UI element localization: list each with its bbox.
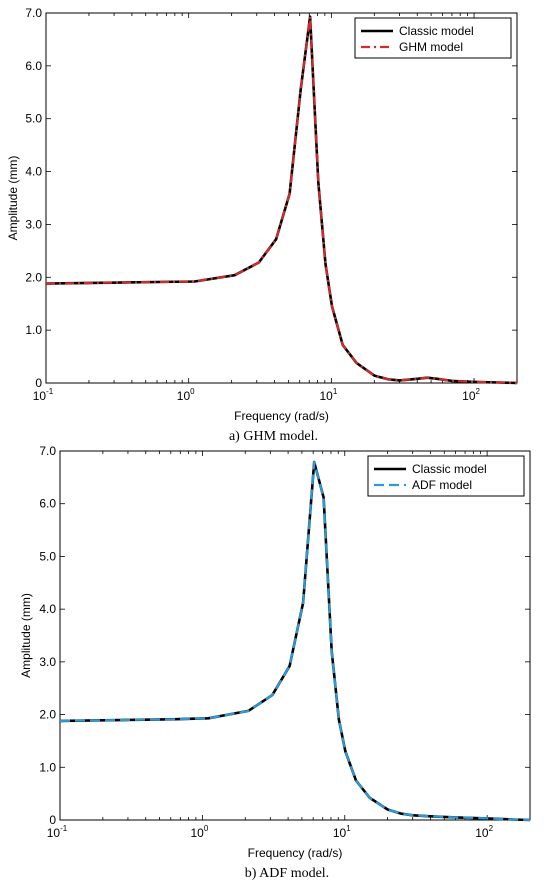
y-axis-label: Amplitude (mm) [6,156,20,241]
legend-label: GHM model [399,40,463,54]
figure-caption: a) GHM model. [229,429,318,444]
y-tick-label: 6.0 [39,497,56,511]
x-tick-label: 100 [177,387,195,403]
y-tick-label: 3.0 [25,217,42,231]
legend-box [367,455,525,497]
legend-label: ADF model [412,478,472,492]
y-tick-label: 7.0 [25,6,42,20]
chart-panel-2: 10-1 100 101 102 0 1.0 2.0 3.0 4.0 5.0 6.0 7.0 Class… [19,444,531,881]
legend: Classic model ADF model [367,455,525,497]
x-axis-label: Frequency (rad/s) [234,409,329,423]
y-tick-label: 5.0 [25,112,42,126]
y-tick-label: 1.0 [25,323,42,337]
y-tick-label: 2.0 [39,708,56,722]
y-tick-label: 2.0 [25,270,42,284]
y-tick-label: 4.0 [39,602,56,616]
legend-box [354,17,512,59]
y-tick-label: 7.0 [39,444,56,458]
x-axis-label: Frequency (rad/s) [248,846,343,860]
x-tick-label: 102 [475,824,493,840]
y-axis-label: Amplitude (mm) [19,593,33,678]
y-tick-label: 0 [49,813,56,827]
plot-frame [45,12,518,384]
y-tick-label: 3.0 [39,655,56,669]
x-tick-label: 100 [190,824,208,840]
x-tick-label: 102 [462,387,480,403]
figure-caption: b) ADF model. [245,866,329,881]
x-tick-label: 101 [319,387,337,403]
chart-panel-1: 10-1 100 101 102 0 1.0 2.0 3.0 4.0 5.0 6.0 7.0 Class… [6,6,518,444]
legend-label: Classic model [412,462,487,476]
x-tick-label: 101 [333,824,351,840]
x-tick-label: 10-1 [47,824,68,840]
y-tick-label: 1.0 [39,760,56,774]
series-line-2 [59,461,531,822]
y-tick-label: 6.0 [25,59,42,73]
y-tick-label: 0 [35,376,42,390]
y-tick-label: 5.0 [39,549,56,563]
x-tick-label: 10-1 [33,387,54,403]
y-tick-label: 4.0 [25,165,42,179]
legend-label: Classic model [399,24,474,38]
series-line-2 [45,15,518,385]
legend: Classic model GHM model [354,17,512,59]
